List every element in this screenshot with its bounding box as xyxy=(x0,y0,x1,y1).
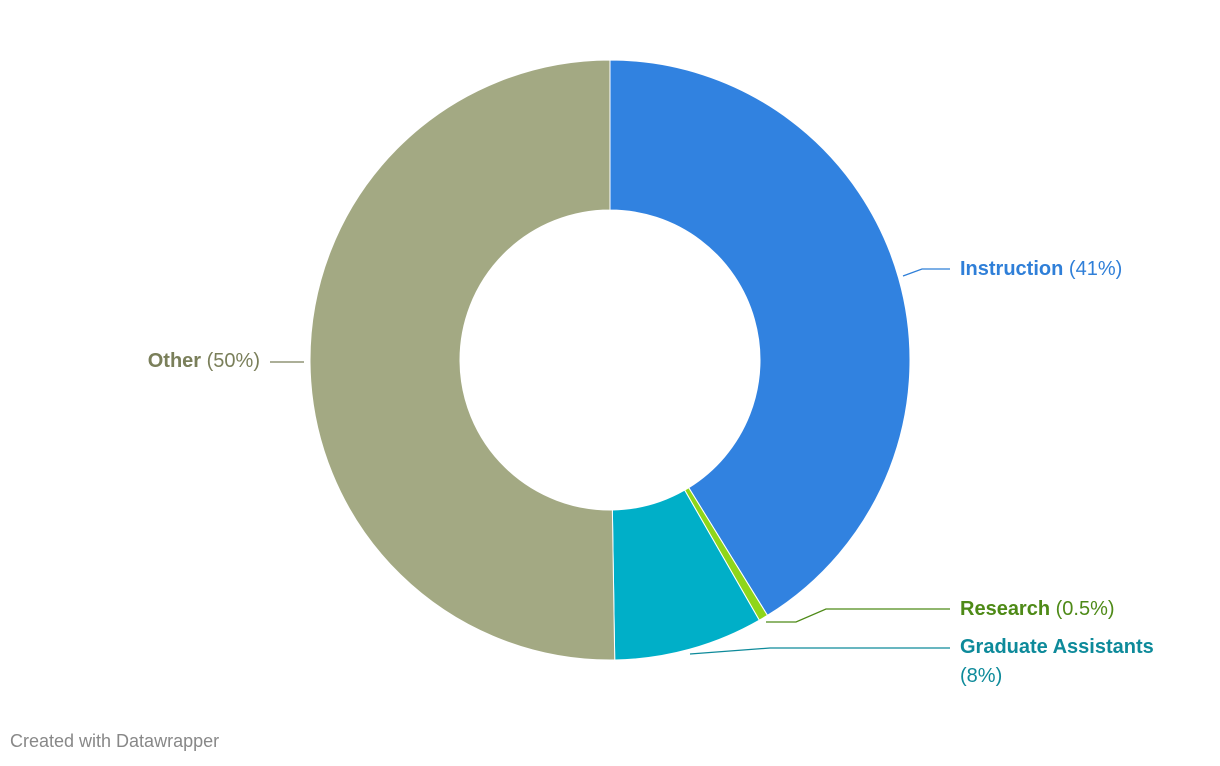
value-label: (41%) xyxy=(1069,258,1122,280)
donut-segment xyxy=(309,59,616,661)
segment-label: Other (50%) xyxy=(148,350,260,372)
leader-line xyxy=(689,647,950,655)
category-name: Research xyxy=(960,598,1050,620)
segment-label: Instruction (41%) xyxy=(960,258,1122,280)
value-label: (50%) xyxy=(207,350,260,372)
donut-segment xyxy=(609,59,911,617)
leader-line xyxy=(902,268,950,277)
category-name: Graduate Assistants xyxy=(960,636,1154,658)
value-label: (0.5%) xyxy=(1056,598,1115,620)
credit: Created with Datawrapper xyxy=(10,731,219,751)
segment-label: Research (0.5%) xyxy=(960,598,1115,620)
leader-line xyxy=(766,608,950,623)
segment-label: Graduate Assistants (8%) xyxy=(960,636,1154,687)
category-name: Instruction xyxy=(960,258,1063,280)
value-label: (8%) xyxy=(960,665,1002,687)
category-name: Other xyxy=(148,350,202,372)
